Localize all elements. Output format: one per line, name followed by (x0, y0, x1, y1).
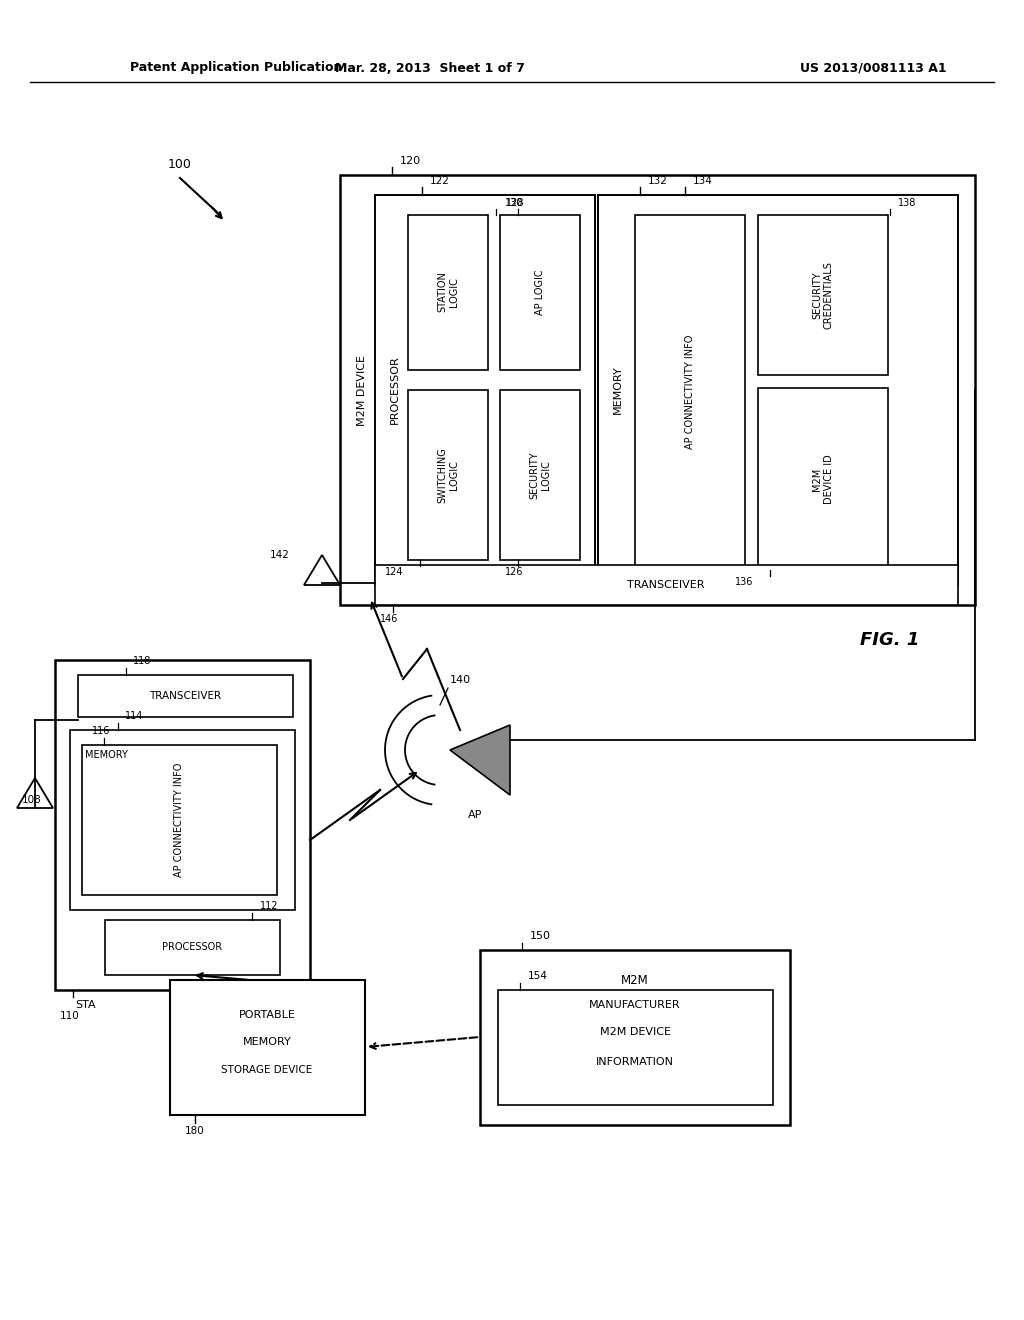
Text: PROCESSOR: PROCESSOR (390, 355, 400, 424)
Text: 120: 120 (400, 156, 421, 166)
Bar (408, 389, 488, 560)
Polygon shape (450, 725, 510, 795)
Bar (598, 195, 958, 585)
Text: STORAGE DEVICE: STORAGE DEVICE (221, 1065, 312, 1074)
Text: 142: 142 (270, 550, 290, 560)
Bar (500, 389, 580, 560)
Text: M2M: M2M (622, 974, 649, 986)
Text: 180: 180 (185, 1126, 205, 1137)
Text: SECURITY
LOGIC: SECURITY LOGIC (529, 451, 551, 499)
Bar (500, 215, 580, 370)
Text: Mar. 28, 2013  Sheet 1 of 7: Mar. 28, 2013 Sheet 1 of 7 (335, 62, 525, 74)
Text: MANUFACTURER: MANUFACTURER (589, 1001, 681, 1010)
Bar (408, 215, 488, 370)
Text: STA: STA (75, 1001, 95, 1010)
Text: 128: 128 (506, 198, 524, 209)
Text: PORTABLE: PORTABLE (239, 1010, 296, 1020)
Text: AP: AP (468, 810, 482, 820)
Text: STATION
LOGIC: STATION LOGIC (437, 272, 459, 313)
Bar (340, 176, 975, 605)
Text: FIG. 1: FIG. 1 (860, 631, 920, 649)
Text: PROCESSOR: PROCESSOR (162, 942, 222, 952)
Text: MEMORY: MEMORY (613, 366, 623, 414)
Text: 110: 110 (60, 1011, 80, 1020)
Text: 134: 134 (693, 176, 713, 186)
Text: 132: 132 (648, 176, 668, 186)
Text: 100: 100 (168, 158, 191, 172)
Text: 108: 108 (22, 795, 42, 805)
Text: 126: 126 (505, 568, 523, 577)
Bar (375, 565, 958, 605)
Bar (70, 730, 295, 909)
Text: 138: 138 (898, 198, 916, 209)
Text: 154: 154 (528, 972, 548, 981)
Bar (82, 744, 278, 895)
Bar (498, 990, 773, 1105)
Text: M2M
DEVICE ID: M2M DEVICE ID (812, 454, 834, 504)
Bar (78, 675, 293, 717)
Text: Patent Application Publication: Patent Application Publication (130, 62, 342, 74)
Bar (375, 195, 595, 585)
Text: 122: 122 (430, 176, 450, 186)
Text: 116: 116 (92, 726, 111, 737)
Text: SECURITY
CREDENTIALS: SECURITY CREDENTIALS (812, 261, 834, 329)
Text: 146: 146 (380, 614, 398, 624)
Text: 112: 112 (260, 902, 279, 911)
Text: MEMORY: MEMORY (243, 1038, 292, 1047)
Text: AP LOGIC: AP LOGIC (535, 269, 545, 314)
Text: TRANSCEIVER: TRANSCEIVER (148, 690, 221, 701)
Text: MEMORY: MEMORY (85, 750, 128, 760)
Text: SWITCHING
LOGIC: SWITCHING LOGIC (437, 447, 459, 503)
Text: 118: 118 (133, 656, 152, 667)
Bar (758, 215, 888, 375)
Text: US 2013/0081113 A1: US 2013/0081113 A1 (800, 62, 946, 74)
Text: 136: 136 (734, 577, 753, 587)
Text: 150: 150 (530, 931, 551, 941)
Text: M2M DEVICE: M2M DEVICE (599, 1027, 671, 1038)
Bar (758, 388, 888, 570)
Text: INFORMATION: INFORMATION (596, 1057, 674, 1067)
Text: 124: 124 (384, 568, 403, 577)
Bar (55, 660, 310, 990)
Text: 114: 114 (125, 711, 143, 721)
Text: 130: 130 (505, 198, 523, 209)
Text: AP CONNECTIVITY INFO: AP CONNECTIVITY INFO (174, 763, 184, 878)
Text: TRANSCEIVER: TRANSCEIVER (628, 579, 705, 590)
Text: AP CONNECTIVITY INFO: AP CONNECTIVITY INFO (685, 335, 695, 449)
Text: M2M DEVICE: M2M DEVICE (357, 355, 367, 425)
Bar (170, 979, 365, 1115)
Bar (105, 920, 280, 975)
Bar (480, 950, 790, 1125)
Text: 140: 140 (450, 675, 471, 685)
Bar (635, 215, 745, 570)
